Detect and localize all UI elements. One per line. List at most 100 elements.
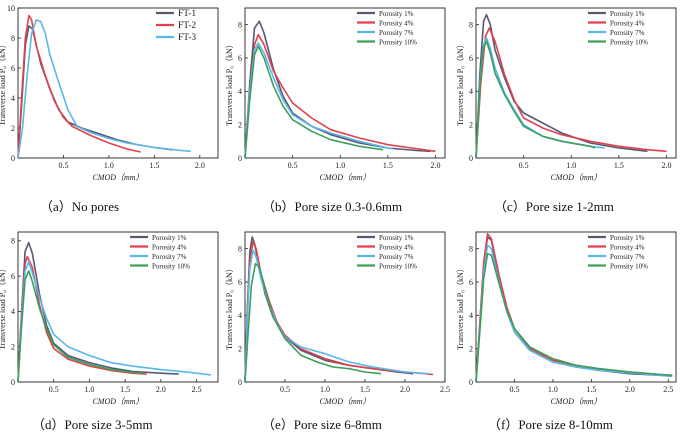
caption-a: （a）No pores [40, 199, 120, 214]
y-tick-label-e: 8 [238, 244, 242, 253]
y-tick-label-f: 6 [469, 278, 473, 287]
x-tick-label-a: 1.5 [149, 161, 159, 170]
x-tick-label-f: 2.5 [663, 385, 673, 394]
y-tick-label-d: 6 [11, 272, 15, 281]
legend-label-a-1: FT-1 [178, 9, 196, 19]
plot-frame-f [475, 231, 677, 383]
y-tick-label-b: 2 [238, 120, 242, 129]
x-tick-label-c: 2.0 [661, 161, 671, 170]
caption-f: （f）Pore size 8-10mm [488, 417, 613, 432]
x-axis-label-c: CMOD（mm） [550, 173, 601, 182]
legend-label-a-3: FT-3 [178, 33, 196, 43]
x-tick-label-b: 2.0 [430, 161, 440, 170]
y-tick-label-c: 0 [469, 154, 473, 163]
y-axis-label-b: Transverse load P₀（kN） [225, 40, 234, 126]
series-line-f-4 [475, 252, 673, 383]
series-line-c-2 [475, 27, 667, 159]
y-tick-label-a: 6 [11, 64, 15, 73]
x-tick-label-f: 2.0 [625, 385, 635, 394]
x-tick-label-a: 2.0 [195, 161, 205, 170]
x-tick-label-a: 1.0 [104, 161, 114, 170]
y-tick-label-c: 6 [469, 54, 473, 63]
plot-frame-e [244, 231, 446, 383]
caption-c: （c）Pore size 1-2mm [494, 199, 614, 214]
y-tick-label-d: 4 [11, 307, 15, 316]
y-tick-label-b: 0 [238, 154, 242, 163]
x-tick-label-d: 1.0 [84, 385, 94, 394]
legend-label-b-2: Porosity 4% [379, 19, 414, 27]
series-line-c-4 [475, 40, 596, 159]
x-tick-label-b: 1.0 [335, 161, 345, 170]
x-tick-label-e: 2.5 [440, 385, 450, 394]
x-axis-label-e: CMOD（mm） [319, 397, 370, 406]
series-line-b-2 [244, 33, 436, 159]
x-tick-label-c: 0.5 [519, 161, 529, 170]
series-line-a-3 [17, 19, 191, 159]
legend-label-f-2: Porosity 4% [610, 243, 645, 251]
legend-label-f-3: Porosity 7% [610, 253, 645, 261]
x-axis-label-f: CMOD（mm） [550, 397, 601, 406]
legend-label-c-2: Porosity 4% [610, 19, 645, 27]
y-tick-label-f: 2 [469, 344, 473, 353]
legend-label-d-1: Porosity 1% [152, 234, 187, 242]
x-tick-label-b: 0.5 [288, 161, 298, 170]
chart-d: 0.5 1.0 1.5 2.0 2.5 0 2 4 6 8 CMOD（mm） Transverse l… [0, 231, 219, 406]
x-tick-label-a: 0.5 [58, 161, 68, 170]
x-tick-label-e: 0.5 [280, 385, 290, 394]
legend-label-e-3: Porosity 7% [379, 253, 414, 261]
y-tick-label-e: 0 [238, 378, 242, 387]
y-axis-label-f: Transverse load P₀（kN） [456, 264, 465, 350]
legend-label-f-4: Porosity 10% [610, 262, 648, 270]
y-tick-label-a: 0 [11, 154, 15, 163]
y-tick-label-b: 6 [238, 54, 242, 63]
series-line-b-4 [244, 45, 384, 159]
x-tick-label-f: 0.5 [509, 385, 519, 394]
chart-a: 0.5 1.0 1.5 2.0 0 2 4 6 8 10 CMOD（mm） Transverse lo… [0, 4, 219, 182]
y-tick-label-b: 4 [238, 87, 242, 96]
plot-frame-b [244, 7, 446, 159]
legend-label-d-4: Porosity 10% [152, 262, 190, 270]
y-axis-label-a: Transverse load P₀（kN） [0, 40, 7, 126]
x-tick-label-e: 1.0 [320, 385, 330, 394]
x-tick-label-b: 1.5 [383, 161, 393, 170]
plot-frame-c [475, 7, 677, 159]
chart-c: 0.5 1.0 1.5 2.0 0 2 4 6 8 CMOD（mm） Transverse load… [456, 7, 677, 182]
legend-label-e-2: Porosity 4% [379, 243, 414, 251]
chart-f: 0.5 1.0 1.5 2.0 2.5 0 2 4 6 8 CMOD（mm） Transverse l… [456, 231, 677, 406]
x-axis-label-b: CMOD（mm） [319, 173, 370, 182]
legend-label-c-4: Porosity 10% [610, 38, 648, 46]
legend-label-a-2: FT-2 [178, 21, 196, 31]
legend-label-e-4: Porosity 10% [379, 262, 417, 270]
y-tick-label-d: 8 [11, 237, 15, 246]
series-line-d-4 [17, 269, 144, 383]
series-line-d-1 [17, 241, 179, 383]
legend-label-b-4: Porosity 10% [379, 38, 417, 46]
legend-label-d-3: Porosity 7% [152, 253, 187, 261]
x-tick-label-d: 2.5 [192, 385, 202, 394]
y-axis-label-c: Transverse load P₀（kN） [456, 40, 465, 126]
y-tick-label-b: 8 [238, 20, 242, 29]
legend-label-b-3: Porosity 7% [379, 29, 414, 37]
y-tick-label-f: 0 [469, 378, 473, 387]
caption-d: （d）Pore size 3-5mm [32, 417, 153, 432]
y-tick-label-a: 10 [7, 4, 15, 13]
x-tick-label-c: 1.5 [614, 161, 624, 170]
legend-label-b-1: Porosity 1% [379, 10, 414, 18]
x-tick-label-e: 1.5 [360, 385, 370, 394]
x-tick-label-d: 2.0 [156, 385, 166, 394]
y-tick-label-a: 8 [11, 34, 15, 43]
legend-label-c-3: Porosity 7% [610, 29, 645, 37]
series-line-d-2 [17, 255, 147, 383]
series-line-f-3 [475, 244, 673, 383]
series-line-e-4 [244, 262, 382, 383]
y-tick-label-e: 4 [238, 311, 242, 320]
y-tick-label-c: 4 [469, 87, 473, 96]
x-axis-label-a: CMOD（mm） [92, 173, 143, 182]
series-line-b-3 [244, 42, 393, 159]
caption-e: （e）Pore size 6-8mm [262, 417, 382, 432]
legend-label-c-1: Porosity 1% [610, 10, 645, 18]
series-line-a-2 [17, 14, 141, 159]
series-line-c-1 [475, 13, 648, 159]
y-tick-label-c: 8 [469, 20, 473, 29]
